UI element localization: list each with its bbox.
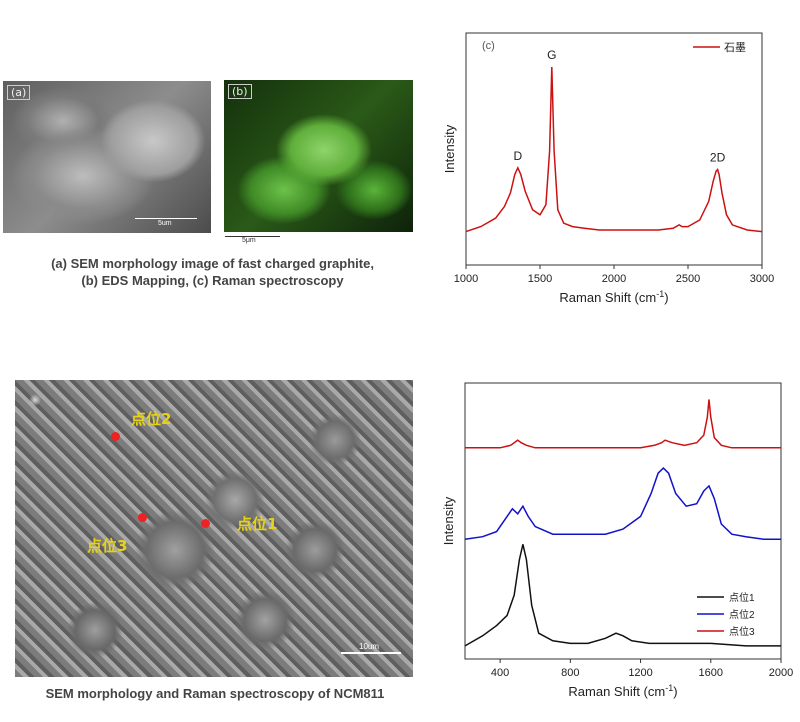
- x-axis-label: Raman Shift (cm-1): [559, 289, 668, 305]
- series-line-1: [464, 544, 781, 647]
- sem-image-graphite: (a) 5um: [3, 81, 211, 233]
- legend-label: 石墨: [724, 41, 746, 54]
- caption-line-1: (a) SEM morphology image of fast charged…: [51, 256, 374, 271]
- x-tick-label: 2500: [676, 273, 700, 285]
- point-2-marker: [111, 432, 120, 441]
- y-axis-label: Intensity: [442, 124, 457, 173]
- figure-caption-bottom: SEM morphology and Raman spectroscopy of…: [45, 686, 385, 701]
- x-tick-label: 1500: [528, 273, 552, 285]
- x-tick-label: 1600: [699, 667, 723, 679]
- x-tick-label: 1000: [454, 273, 478, 285]
- eds-scale-bar: [225, 236, 280, 237]
- x-tick-label: 2000: [769, 667, 793, 679]
- panel-b-tag: (b): [228, 84, 252, 99]
- x-axis-label: Raman Shift (cm-1): [568, 683, 677, 699]
- ncm-scale-bar: [341, 652, 401, 654]
- series-line-2: [464, 467, 781, 540]
- scale-label: 5um: [158, 220, 172, 227]
- legend-label-2: 点位2: [729, 608, 755, 621]
- plot-frame: [464, 382, 782, 660]
- eds-scale-label: 5μm: [242, 237, 256, 244]
- x-tick-label: 3000: [750, 273, 774, 285]
- x-tick-label: 1200: [628, 667, 652, 679]
- plot-frame: [465, 32, 763, 266]
- x-tick-label: 800: [561, 667, 579, 679]
- panel-c-tag: (c): [482, 40, 495, 52]
- ncm-scale-label: 10um: [359, 642, 380, 651]
- point-1-label: 点位1: [237, 515, 278, 533]
- figure-caption-top: (a) SEM morphology image of fast charged…: [0, 255, 425, 289]
- x-tick-label: 400: [491, 667, 509, 679]
- peak-annotation: G: [547, 48, 556, 62]
- point-2-label: 点位2: [131, 410, 172, 428]
- sem-image-ncm811: 点位2 点位3 点位1 10um: [15, 380, 413, 677]
- peak-annotation: 2D: [710, 150, 726, 164]
- series-line-1: [465, 66, 763, 233]
- point-3-label: 点位3: [87, 537, 128, 555]
- y-axis-label: Intensity: [441, 496, 456, 545]
- caption-line-2: (b) EDS Mapping, (c) Raman spectroscopy: [81, 273, 344, 288]
- legend-label-1: 点位1: [729, 591, 755, 604]
- peak-annotation: D: [513, 149, 522, 163]
- eds-mapping-image: (b): [224, 80, 413, 232]
- scale-bar: [135, 218, 197, 219]
- x-tick-label: 2000: [602, 273, 626, 285]
- legend-label-3: 点位3: [729, 625, 755, 638]
- series-line-3: [465, 399, 781, 449]
- point-3-marker: [138, 513, 147, 522]
- point-1-marker: [201, 519, 210, 528]
- panel-a-tag: (a): [7, 85, 31, 100]
